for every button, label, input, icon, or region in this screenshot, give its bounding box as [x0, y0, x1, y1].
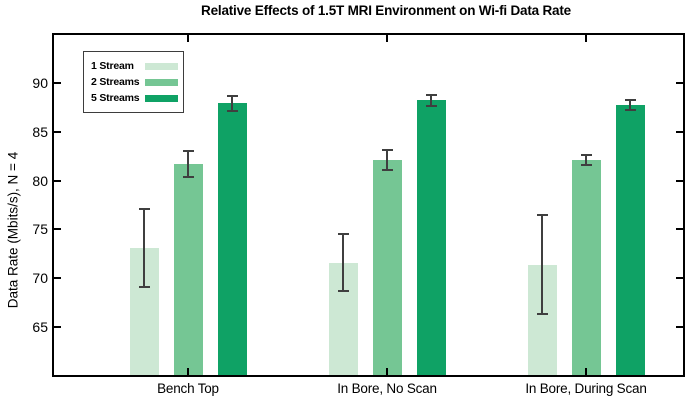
error-bar-line	[430, 94, 432, 107]
error-bar-line	[585, 155, 587, 165]
bar-5-streams-group2	[417, 100, 446, 375]
error-bar-line	[342, 234, 344, 291]
error-bar-cap-bottom	[625, 109, 636, 112]
bar-2-streams-group1	[174, 163, 203, 375]
y-tick	[54, 81, 61, 84]
y-tick-label: 70	[32, 270, 48, 287]
bar-5-streams-group1	[218, 103, 247, 375]
y-tick-right	[676, 228, 683, 231]
y-axis-line-right	[683, 33, 685, 377]
y-tick-right	[676, 179, 683, 182]
error-bar-cap-bottom	[227, 110, 238, 113]
error-bar-cap-top	[426, 93, 437, 96]
error-bar-line	[386, 150, 388, 170]
error-bar-cap-top	[537, 213, 548, 216]
legend-item: 5 Streams	[91, 92, 178, 104]
legend-label: 1 Stream	[91, 60, 134, 72]
y-tick-label: 65	[32, 319, 48, 336]
x-tick-top	[187, 35, 189, 42]
error-bar-cap-top	[227, 94, 238, 97]
error-bar-line	[629, 100, 631, 111]
legend-swatch	[145, 62, 178, 70]
error-bar-cap-bottom	[581, 163, 592, 166]
error-bar-line	[231, 95, 233, 112]
x-axis-line-top	[52, 33, 685, 35]
y-tick-label: 85	[32, 123, 48, 140]
y-tick-right	[676, 277, 683, 280]
bar-5-streams-group3	[616, 105, 645, 375]
x-tick	[187, 368, 189, 375]
error-bar-cap-top	[625, 99, 636, 102]
y-tick	[54, 179, 61, 182]
x-tick	[585, 368, 587, 375]
y-tick	[54, 228, 61, 231]
bar-2-streams-group3	[572, 160, 601, 375]
error-bar-cap-top	[382, 149, 393, 152]
y-tick	[54, 130, 61, 133]
error-bar-cap-bottom	[426, 105, 437, 108]
legend-swatch	[145, 94, 178, 102]
y-tick-right	[676, 81, 683, 84]
y-tick	[54, 326, 61, 329]
y-tick-label: 75	[32, 221, 48, 238]
y-tick-right	[676, 326, 683, 329]
x-tick-label: In Bore, During Scan	[525, 381, 647, 396]
legend-swatch	[145, 78, 178, 86]
x-tick-top	[585, 35, 587, 42]
y-tick	[54, 277, 61, 280]
bar-2-streams-group2	[373, 160, 402, 375]
error-bar-cap-top	[338, 233, 349, 236]
error-bar-cap-bottom	[338, 289, 349, 292]
legend: 1 Stream 2 Streams 5 Streams	[83, 51, 184, 113]
error-bar-cap-top	[581, 154, 592, 157]
error-bar-cap-bottom	[537, 313, 548, 316]
legend-label: 2 Streams	[91, 76, 140, 88]
x-tick-label: Bench Top	[157, 381, 219, 396]
error-bar-cap-top	[139, 207, 150, 210]
y-axis-line	[52, 33, 54, 377]
x-tick	[386, 368, 388, 375]
error-bar-cap-bottom	[183, 175, 194, 178]
y-tick-right	[676, 130, 683, 133]
error-bar-line	[541, 214, 543, 315]
y-tick-label: 80	[32, 172, 48, 189]
error-bar-line	[143, 208, 145, 288]
error-bar-cap-bottom	[139, 286, 150, 289]
y-tick-label: 90	[32, 74, 48, 91]
x-axis-line	[52, 375, 685, 377]
x-tick-label: In Bore, No Scan	[337, 381, 437, 396]
x-tick-top	[386, 35, 388, 42]
legend-label: 5 Streams	[91, 92, 140, 104]
error-bar-cap-bottom	[382, 168, 393, 171]
legend-item: 1 Stream	[91, 60, 178, 72]
error-bar-cap-top	[183, 150, 194, 153]
error-bar-line	[187, 151, 189, 177]
legend-item: 2 Streams	[91, 76, 178, 88]
chart-title: Relative Effects of 1.5T MRI Environment…	[201, 3, 571, 18]
